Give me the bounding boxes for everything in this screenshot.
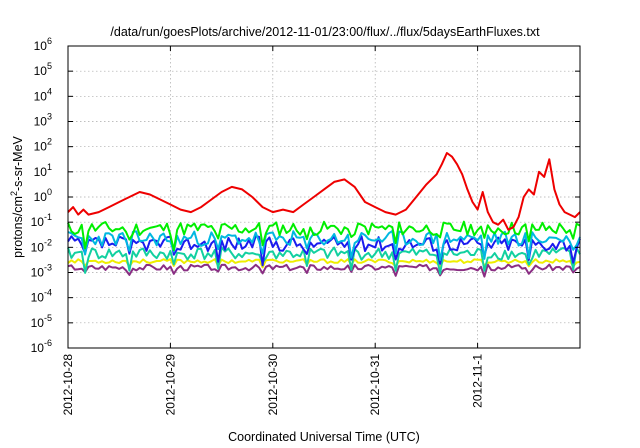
y-tick-label: 102 [34,137,52,154]
y-tick-base: 10 [34,140,48,154]
y-tick-label: 106 [34,36,52,53]
y-axis-label: protons/cm2-s-sr-MeV [9,135,25,257]
y-tick-exp: 3 [47,112,52,122]
y-tick-label: 104 [34,86,52,103]
series-line [67,220,581,252]
y-tick-exp: -2 [44,237,52,247]
y-tick-base: 10 [31,266,45,280]
series-line [67,152,581,231]
x-tick-label: 2012-10-31 [368,354,382,416]
y-tick-label: 103 [34,112,52,129]
y-tick-exp: 1 [47,162,52,172]
y-tick-exp: 5 [47,61,52,71]
y-tick-exp: 2 [47,137,52,147]
y-tick-exp: -1 [44,212,52,222]
x-tick-label: 2012-10-28 [61,354,75,416]
y-tick-base: 10 [34,39,48,53]
y-tick-base: 10 [31,240,45,254]
y-tick-base: 10 [31,215,45,229]
series-line [67,246,581,275]
y-tick-base: 10 [34,64,48,78]
y-tick-base: 10 [31,316,45,330]
y-tick-label: 101 [34,162,52,179]
y-tick-base: 10 [34,89,48,103]
series-line [67,263,581,278]
y-axis-label-sup: 2 [9,191,19,196]
grid-lines [68,46,580,348]
y-tick-label: 10-3 [31,263,52,280]
chart-title: /data/run/goesPlots/archive/2012-11-01/2… [110,25,540,39]
y-tick-label: 100 [34,187,52,204]
y-axis-label-rest: -s-sr-MeV [11,135,25,191]
y-tick-base: 10 [31,291,45,305]
x-tick-label: 2012-10-29 [163,354,177,416]
y-tick-exp: 6 [47,36,52,46]
x-tick-label: 2012-10-30 [266,354,280,416]
y-tick-label: 10-1 [31,212,52,229]
y-tick-exp: 4 [47,86,52,96]
x-axis-ticks: 2012-10-28 2012-10-29 2012-10-30 2012-10-31… [61,46,485,415]
y-tick-exp: -4 [44,288,52,298]
series-line [67,258,581,269]
y-tick-label: 10-6 [31,338,52,355]
y-tick-exp: 0 [47,187,52,197]
y-axis-ticks: 10-610-510-410-310-210-11001011021031041… [31,36,580,355]
y-tick-exp: -5 [44,313,52,323]
x-axis-label: Coordinated Universal Time (UTC) [228,430,420,444]
x-tick-label: 2012-11-1 [471,354,485,408]
y-axis-label-base: protons/cm [11,196,25,258]
series-group [67,152,581,278]
y-tick-label: 10-4 [31,288,52,305]
y-tick-exp: -3 [44,263,52,273]
y-tick-base: 10 [31,341,45,355]
y-tick-base: 10 [34,165,48,179]
y-tick-base: 10 [34,115,48,129]
y-tick-label: 10-2 [31,237,52,254]
y-tick-exp: -6 [44,338,52,348]
y-tick-base: 10 [34,190,48,204]
y-tick-label: 105 [34,61,52,78]
y-tick-label: 10-5 [31,313,52,330]
